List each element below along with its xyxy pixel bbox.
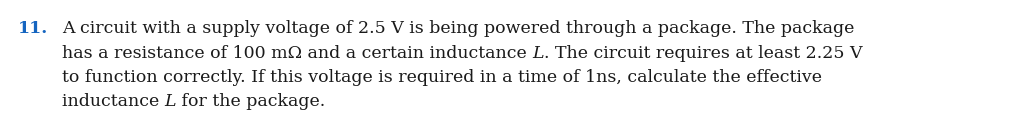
Text: inductance: inductance	[62, 94, 165, 110]
Text: for the package.: for the package.	[176, 94, 325, 110]
Text: A circuit with a supply voltage of 2.5 V is being powered through a package. The: A circuit with a supply voltage of 2.5 V…	[62, 20, 854, 37]
Text: L: L	[165, 94, 176, 110]
Text: L: L	[532, 44, 543, 62]
Text: . The circuit requires at least 2.25 V: . The circuit requires at least 2.25 V	[543, 44, 862, 62]
Text: has a resistance of 100 mΩ and a certain inductance: has a resistance of 100 mΩ and a certain…	[62, 44, 532, 62]
Text: to function correctly. If this voltage is required in a time of 1ns, calculate t: to function correctly. If this voltage i…	[62, 69, 822, 86]
Text: 11.: 11.	[18, 20, 49, 37]
